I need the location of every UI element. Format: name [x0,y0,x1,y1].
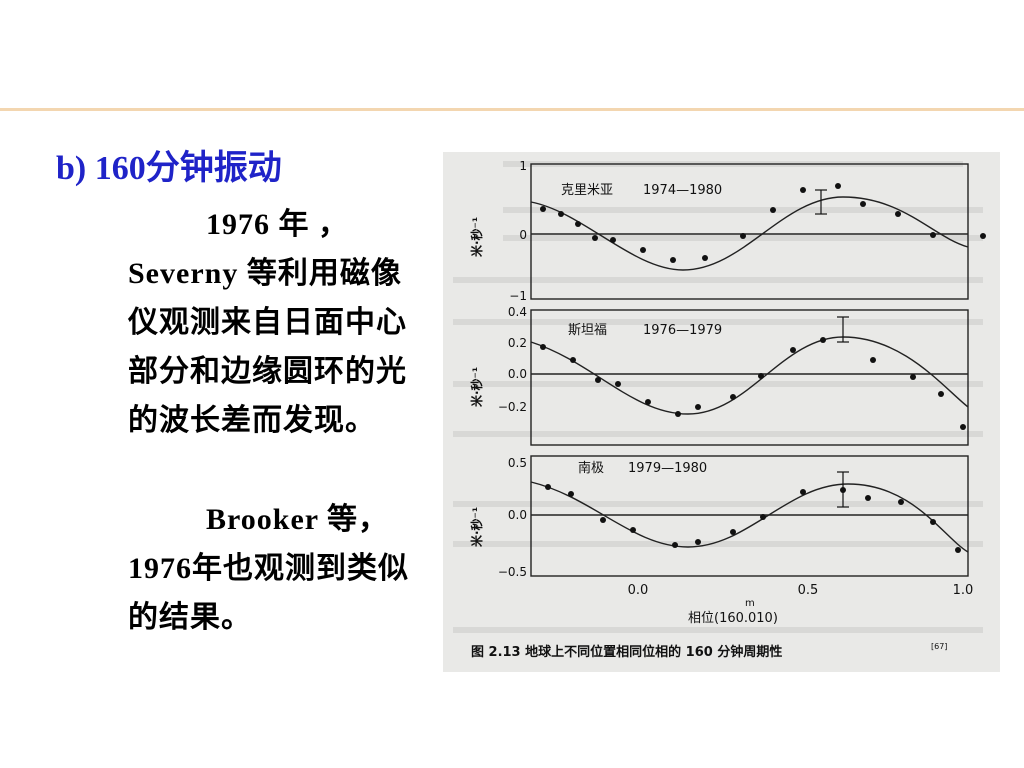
top-divider [0,108,1024,111]
x-axis-label: 相位(160.010) [688,611,778,626]
y-tick: −1 [509,289,527,303]
panel-years-south-pole: 1979—1980 [628,461,707,476]
y-tick: 0 [519,228,527,242]
y-axis-label: 米·秒⁻¹ [469,507,484,547]
panel-years-stanford: 1976—1979 [643,323,722,338]
figure-caption-ref: [67] [931,642,947,651]
panel-title-south-pole: 南极 [578,460,604,476]
panel-crimea [530,163,969,300]
figure-caption: 图 2.13 地球上不同位置相同位相的 160 分钟周期性 [471,644,782,660]
panel-title-crimea: 克里米亚 [561,183,613,198]
y-tick: 1 [519,159,527,173]
paragraph-brooker-line1: Brooker 等， [206,503,390,536]
y-tick: 0.5 [508,456,527,470]
paragraph-brooker-body: 1976年也观测到类似的结果。 [128,552,409,634]
x-tick: 0.5 [798,583,819,598]
y-tick: 0.2 [508,336,527,350]
y-axis-label: 米·秒⁻¹ [469,367,484,407]
y-tick: −0.2 [498,400,527,414]
scanned-figure: 克里米亚 1974—1980 斯坦福 1976—1979 南极 1979—198… [443,152,1000,672]
paragraph-severny-line1: 1976 年 ， [206,208,349,241]
panel-years-crimea: 1974—1980 [643,183,722,198]
section-heading: b) 160分钟振动 [56,150,282,187]
paragraph-brooker: Brooker 等， 1976年也观测到类似的结果。 [128,495,438,642]
panel-title-stanford: 斯坦福 [568,323,607,338]
x-axis-label-sup: m [745,598,755,609]
y-axis-label: 米·秒⁻¹ [469,217,484,257]
y-tick: 0.4 [508,305,527,319]
panel-stanford [530,309,969,446]
x-tick: 1.0 [953,583,974,598]
y-tick: −0.5 [498,565,527,579]
paragraph-severny: 1976 年 ， Severny 等利用磁像仪观测来自日面中心部分和边缘圆环的光… [128,200,418,445]
paragraph-severny-body: Severny 等利用磁像仪观测来自日面中心部分和边缘圆环的光的波长差而发现。 [128,257,407,437]
x-tick: 0.0 [628,583,649,598]
y-tick: 0.0 [508,367,527,381]
y-tick: 0.0 [508,508,527,522]
